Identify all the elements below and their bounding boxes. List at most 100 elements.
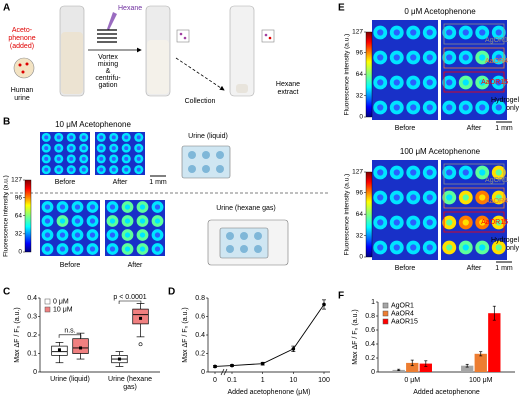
label: 1 mm [495, 125, 513, 132]
error-bar [492, 305, 496, 321]
plate-well [202, 165, 210, 173]
well-core [462, 104, 469, 111]
colorbar-tick-label: 127 [352, 169, 363, 176]
x-axis-label: Added acetophenone (μM) [227, 389, 310, 396]
vortex-icon [97, 29, 117, 43]
well-core [479, 219, 486, 226]
well-core [109, 218, 116, 224]
well-core [111, 146, 116, 151]
label: 1 mm [495, 265, 513, 272]
point [291, 347, 296, 351]
well-core [109, 204, 116, 210]
well-core [81, 146, 86, 151]
label: Human [11, 87, 34, 94]
well-core [44, 146, 49, 151]
error-bar [465, 363, 469, 368]
legend-label: AaOR15 [391, 318, 418, 325]
x-tick-label: 10 [289, 377, 297, 384]
well-core [393, 54, 400, 61]
well-core [74, 232, 81, 238]
outline [443, 47, 505, 69]
box [132, 308, 149, 325]
y-tick-label: 0.8 [195, 295, 205, 302]
outlier [138, 342, 143, 347]
sensor-label: AaOR4 [485, 198, 508, 205]
colorbar-tick-label: 0 [18, 249, 22, 256]
panel-a: A Aceto- phenone (added) Human urine Hex… [3, 3, 300, 105]
well-core [462, 29, 469, 36]
well-core [479, 194, 486, 201]
bar [419, 363, 432, 372]
well-core [124, 146, 129, 151]
well-core [479, 169, 486, 176]
y-tick-label: 0.1 [27, 350, 37, 357]
well-core [139, 204, 146, 210]
label: Urine (liquid) [188, 133, 228, 140]
well-core [393, 29, 400, 36]
well-core [446, 219, 453, 226]
outline [443, 163, 505, 185]
well-core [56, 135, 61, 140]
label: Before [395, 265, 416, 272]
error-bar [397, 368, 401, 371]
well-core [495, 169, 502, 176]
x-tick-label: 0.1 [227, 377, 237, 384]
panel-letter: B [3, 117, 10, 128]
panel-title: 0 μM Acetophenone [404, 7, 476, 16]
well-core [479, 29, 486, 36]
label: Vortex [98, 54, 118, 61]
well-core [124, 156, 129, 161]
y-axis-label: Max ΔF / F₀ (a.u.) [14, 307, 21, 362]
well-core [69, 156, 74, 161]
well-core [393, 169, 400, 176]
well-core [410, 79, 417, 86]
sensor-label: AaOR15 [481, 79, 508, 86]
well-core [44, 204, 51, 210]
panel-letter: D [168, 287, 175, 298]
tube [229, 5, 255, 97]
bracket [58, 334, 82, 338]
y-tick-label: 0 [201, 369, 205, 376]
error-bar [479, 351, 483, 357]
label: After [467, 125, 482, 132]
legend-label: AaOR4 [391, 310, 414, 317]
label: Collection [185, 98, 216, 105]
legend-label: 0 μM [53, 298, 69, 305]
error-bar [410, 359, 414, 367]
outline [443, 23, 505, 45]
label: phenone [8, 35, 35, 42]
colorbar-tick-label: 0 [359, 254, 363, 261]
label: 1 mm [149, 179, 167, 186]
well-core [139, 218, 146, 224]
colorbar-tick-label: 127 [11, 177, 22, 184]
well-core [59, 232, 66, 238]
panel-title: 10 μM Acetophenone [55, 120, 131, 129]
y-tick-label: 0.2 [365, 355, 375, 362]
well-core [74, 204, 81, 210]
well-core [377, 104, 384, 111]
x-axis-label: Added acetophenone [413, 389, 480, 396]
well-core [111, 167, 116, 172]
mean [117, 357, 121, 361]
plate-well [188, 165, 196, 173]
colorbar-tick-label: 64 [356, 211, 364, 218]
colorbar-tick-label: 127 [352, 29, 363, 36]
label: After [128, 262, 143, 269]
legend-label: AgOR1 [391, 302, 414, 309]
well-core [426, 29, 433, 36]
well-core [56, 167, 61, 172]
well-core [462, 169, 469, 176]
well-core [44, 135, 49, 140]
bar [474, 353, 487, 372]
label: Hexane [276, 81, 300, 88]
well-core [124, 167, 129, 172]
well-core [446, 244, 453, 251]
icon [261, 29, 275, 43]
well-core [479, 104, 486, 111]
label: Before [55, 179, 76, 186]
plate-well [254, 245, 262, 253]
well-core [136, 156, 141, 161]
legend-swatch [382, 318, 389, 325]
legend-swatch [382, 302, 389, 309]
well-core [89, 218, 96, 224]
